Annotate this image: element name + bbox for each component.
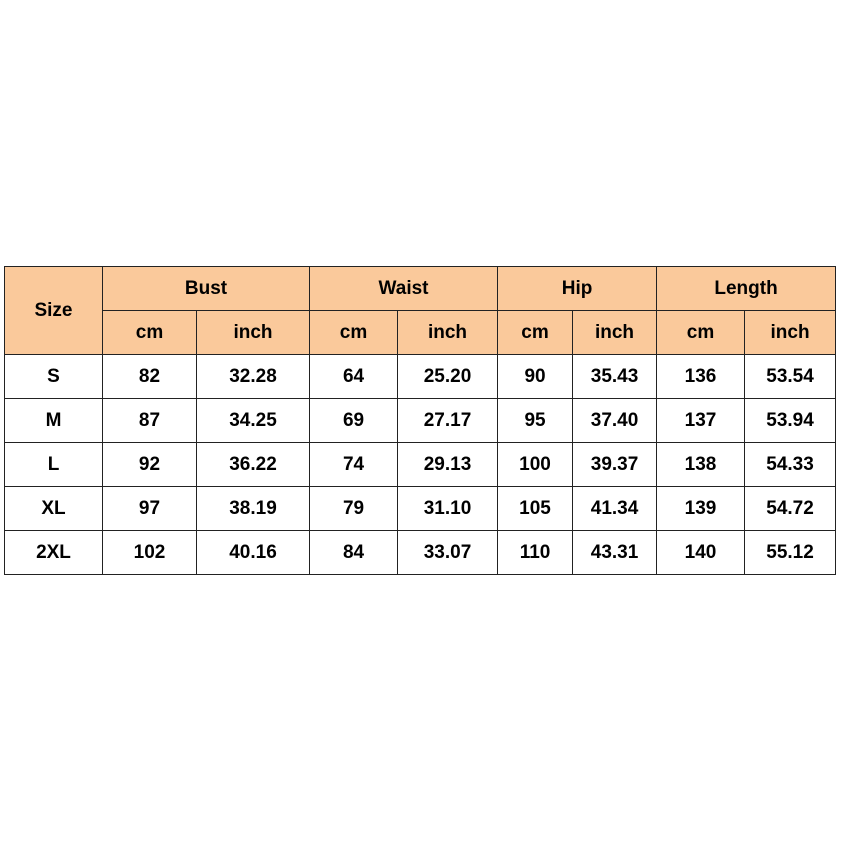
table-row: S 82 32.28 64 25.20 90 35.43 136 53.54 (4, 354, 837, 399)
value-cell: 110 (497, 530, 574, 575)
table-row: L 92 36.22 74 29.13 100 39.37 138 54.33 (4, 442, 837, 487)
value-cell: 43.31 (572, 530, 658, 575)
value-cell: 92 (102, 442, 197, 487)
unit-header: inch (397, 310, 499, 355)
value-cell: 105 (497, 486, 574, 531)
value-cell: 79 (309, 486, 399, 531)
value-cell: 54.72 (744, 486, 837, 531)
value-cell: 102 (102, 530, 197, 575)
value-cell: 33.07 (397, 530, 499, 575)
size-chart: Size Bust Waist Hip Length cm inch cm inch cm inch… (4, 266, 837, 575)
table-row: 2XL 102 40.16 84 33.07 110 43.31 140 55.12 (4, 530, 837, 575)
size-cell: S (4, 354, 103, 399)
value-cell: 38.19 (195, 486, 311, 531)
value-cell: 36.22 (195, 442, 311, 487)
table-row: XL 97 38.19 79 31.10 105 41.34 139 54.72 (4, 486, 837, 531)
value-cell: 34.25 (195, 398, 311, 443)
unit-header: cm (656, 310, 746, 355)
unit-header: inch (744, 310, 837, 355)
group-header: Hip (497, 266, 658, 311)
value-cell: 40.16 (195, 530, 311, 575)
value-cell: 29.13 (397, 442, 499, 487)
value-cell: 82 (102, 354, 197, 399)
value-cell: 25.20 (397, 354, 499, 399)
value-cell: 31.10 (397, 486, 499, 531)
value-cell: 95 (497, 398, 574, 443)
value-cell: 138 (656, 442, 746, 487)
value-cell: 140 (656, 530, 746, 575)
unit-header: inch (572, 310, 658, 355)
value-cell: 32.28 (195, 354, 311, 399)
group-header: Waist (309, 266, 499, 311)
value-cell: 100 (497, 442, 574, 487)
table-row: Size Bust Waist Hip Length (4, 266, 837, 355)
size-header: Size (4, 266, 103, 355)
unit-header: cm (309, 310, 399, 355)
table-row: M 87 34.25 69 27.17 95 37.40 137 53.94 (4, 398, 837, 443)
size-cell: M (4, 398, 103, 443)
value-cell: 139 (656, 486, 746, 531)
value-cell: 136 (656, 354, 746, 399)
group-header: Bust (101, 266, 311, 311)
value-cell: 90 (497, 354, 574, 399)
value-cell: 41.34 (572, 486, 658, 531)
value-cell: 69 (309, 398, 399, 443)
value-cell: 54.33 (744, 442, 837, 487)
value-cell: 53.54 (744, 354, 837, 399)
group-header: Length (656, 266, 837, 311)
value-cell: 39.37 (572, 442, 658, 487)
unit-header: inch (195, 310, 311, 355)
value-cell: 35.43 (572, 354, 658, 399)
value-cell: 74 (309, 442, 399, 487)
value-cell: 137 (656, 398, 746, 443)
value-cell: 55.12 (744, 530, 837, 575)
unit-header: cm (102, 310, 197, 355)
value-cell: 87 (102, 398, 197, 443)
value-cell: 84 (309, 530, 399, 575)
value-cell: 37.40 (572, 398, 658, 443)
size-cell: L (4, 442, 103, 487)
value-cell: 97 (102, 486, 197, 531)
size-cell: XL (4, 486, 103, 531)
size-cell: 2XL (4, 530, 103, 575)
unit-header: cm (497, 310, 574, 355)
value-cell: 53.94 (744, 398, 837, 443)
table-row: cm inch cm inch cm inch cm inch (5, 310, 837, 355)
value-cell: 27.17 (397, 398, 499, 443)
value-cell: 64 (309, 354, 399, 399)
